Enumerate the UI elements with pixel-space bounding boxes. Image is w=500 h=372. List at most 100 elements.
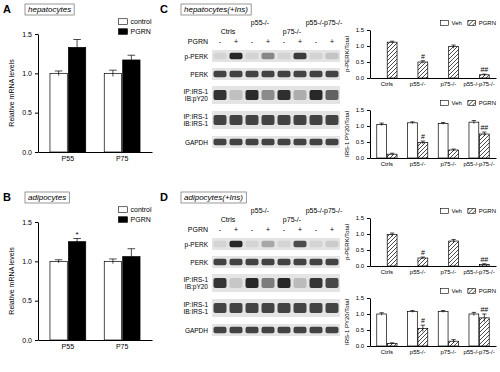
x-tick: P75: [116, 340, 129, 350]
x-axis: Ctrlsp55-/-p75-/-p55-/-p75-/-: [371, 78, 497, 87]
y-tick-mark: [367, 78, 370, 79]
y-tick: 0.0: [22, 149, 38, 156]
blot-band: [326, 71, 339, 78]
y-tick: 0.0: [356, 343, 370, 349]
x-axis: Ctrlsp55-/-p75-/-p55-/-p75-/-: [371, 266, 497, 275]
group-label: p75-/-: [283, 216, 302, 224]
annotations: *: [76, 230, 79, 239]
blot-strip: [212, 111, 340, 129]
error-bar: [410, 122, 414, 124]
y-tick-label: 1.5: [356, 107, 365, 113]
x-axis-line: [371, 158, 497, 159]
error-bar: [441, 122, 445, 124]
blot-band: [230, 259, 243, 266]
blot-band: [310, 90, 323, 100]
blot-band: [214, 53, 227, 60]
bar: [387, 343, 397, 346]
blot-band: [326, 90, 339, 100]
x-axis-line: [39, 340, 153, 341]
blot-band: [230, 327, 243, 334]
blot-band: [294, 327, 307, 334]
blot-band: [230, 303, 243, 313]
blot-band: [294, 90, 307, 100]
x-axis: Ctrlsp55-/-p75-/-p55-/-p75-/-: [371, 346, 497, 355]
plot-marks: [387, 233, 489, 266]
x-axis: Ctrlsp55-/-p75-/-p55-/-p75-/-: [371, 158, 497, 167]
blot-band: [326, 327, 339, 334]
legend: controlPGRN: [118, 18, 152, 35]
bar: [449, 47, 459, 78]
blot-band: [278, 259, 291, 266]
blot-band: [310, 71, 323, 78]
treatment-sign: -: [283, 226, 286, 233]
blot-band: [246, 259, 259, 266]
error-bar: [421, 325, 425, 331]
legend-label: control: [131, 18, 152, 25]
plot-marks: [377, 310, 489, 346]
legend-label: PGRN: [479, 100, 496, 106]
y-tick: 0.5: [356, 59, 370, 65]
y-tick-label: 0.0: [22, 149, 32, 156]
panel-title: hepatocytes: [28, 5, 71, 14]
legend-label: PGRN: [479, 20, 496, 26]
bar: [377, 266, 387, 267]
bar: [104, 261, 121, 340]
x-tick: p55-/-: [410, 266, 426, 275]
y-tick-mark: [35, 152, 38, 153]
legend-item: PGRN: [468, 288, 496, 294]
annotation: ##: [480, 66, 488, 73]
x-tick-label: p75-/-: [441, 349, 457, 355]
blot-band: [294, 278, 307, 288]
error-bar: [128, 249, 136, 265]
blot-band: [230, 53, 243, 60]
blot-band: [262, 90, 275, 100]
x-tick: p55-/-p75-/-: [463, 266, 494, 275]
y-axis: 0.00.51.01.5: [356, 295, 371, 349]
legend-item: Veh: [441, 208, 462, 214]
bar: [418, 62, 428, 78]
x-tick-label: Ctrls: [381, 161, 393, 167]
blot-band: [310, 53, 323, 60]
y-tick-label: 0.5: [22, 109, 32, 116]
panel-title-box: [25, 192, 69, 203]
blot-band: [326, 278, 339, 288]
blot: PGRN-+-+-+-+Ctrlsp55-/-p75-/-p55-/-p75-/…: [183, 207, 343, 336]
figure: AhepatocytesBadipocytesChepatocytes(+Ins…: [0, 0, 500, 372]
y-axis-title: Relative mRNA levels: [8, 247, 15, 315]
blot-band: [262, 241, 275, 248]
blot-band: [310, 115, 323, 125]
y-tick: 1.0: [22, 70, 38, 77]
annotation: #: [421, 53, 425, 60]
legend-label: PGRN: [131, 216, 151, 223]
panel-label: A: [3, 3, 11, 15]
blot-band: [214, 241, 227, 248]
blot-strip: [212, 86, 340, 104]
error-bar: [451, 45, 455, 48]
row-label: p-PERK: [185, 53, 209, 61]
group-label: p55-/-p75-/-: [306, 19, 343, 27]
row-label: IB:IRS-1: [183, 120, 208, 127]
panel-title-box: [25, 4, 74, 15]
blot-band: [310, 303, 323, 313]
blot-strip: [212, 274, 340, 292]
treatment-sign: -: [219, 38, 222, 45]
y-tick-mark: [367, 298, 370, 299]
error-bar: [109, 70, 117, 76]
bar: [377, 314, 387, 346]
error-bar: [482, 264, 486, 265]
y-tick-label: 1.5: [356, 27, 365, 33]
x-tick: p55-/-: [410, 346, 426, 355]
legend: VehPGRN: [441, 20, 496, 26]
blot-band: [310, 327, 323, 334]
legend-label: control: [131, 206, 152, 213]
y-tick-mark: [367, 234, 370, 235]
blot-band: [294, 139, 307, 146]
legend-item: Veh: [441, 100, 462, 106]
treatment-label: PGRN: [188, 226, 208, 233]
row-label: IP:IRS-1: [183, 276, 208, 283]
blot-band: [230, 115, 243, 125]
x-tick: P55: [62, 152, 75, 162]
bar: [418, 258, 428, 266]
y-tick-mark: [367, 30, 370, 31]
y-tick-mark: [367, 266, 370, 267]
